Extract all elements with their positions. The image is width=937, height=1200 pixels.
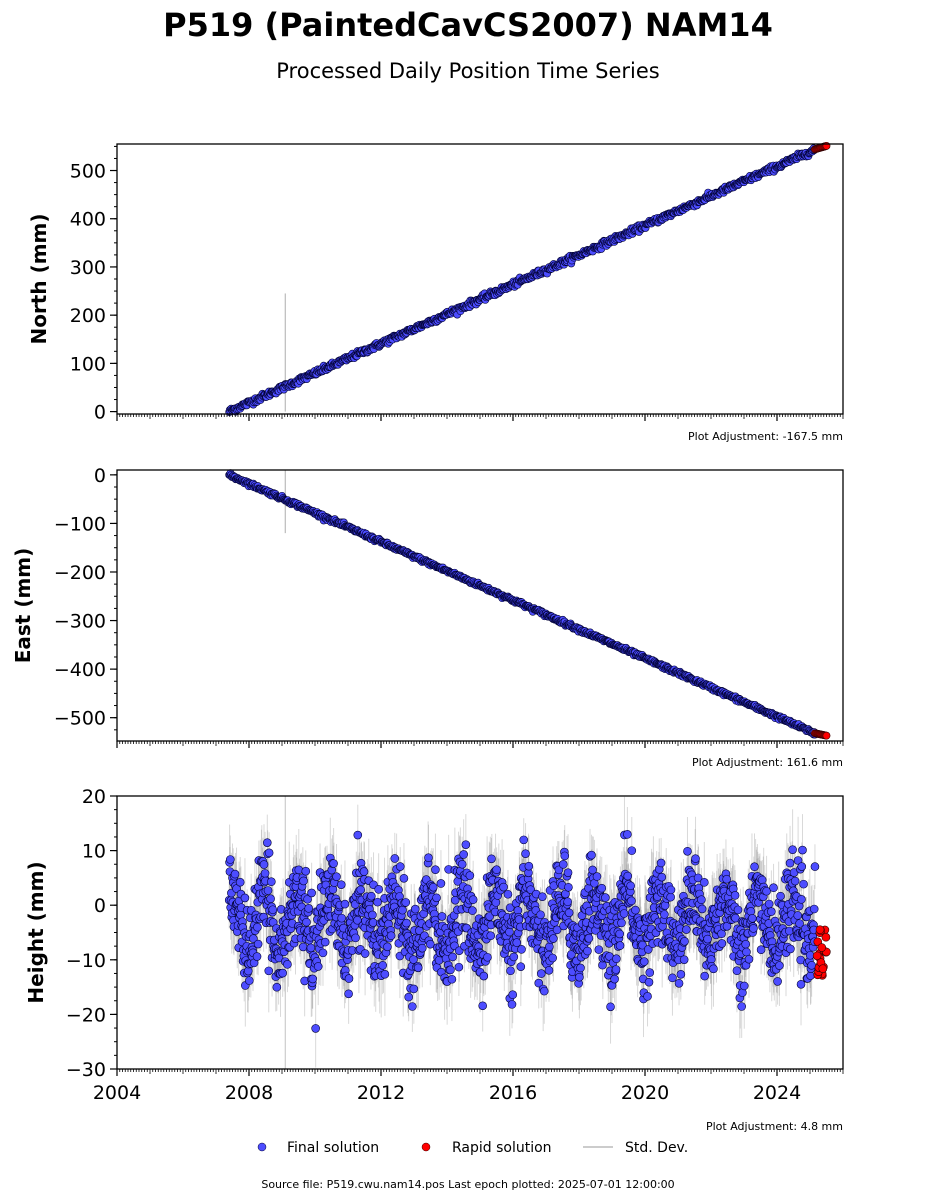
east-panel: 0 −100 −200 −300 −400 −500 East (mm) Plot Adjus… <box>11 465 844 769</box>
y-tick-label: −100 <box>54 513 106 535</box>
chart-subtitle: Processed Daily Position Time Series <box>276 59 660 83</box>
y-tick-label: 100 <box>70 353 106 375</box>
y-tick-label: −500 <box>54 708 106 730</box>
y-tick-label: −400 <box>54 659 106 681</box>
plot-adjustment-note: Plot Adjustment: -167.5 mm <box>688 430 843 443</box>
y-tick-label: 0 <box>94 402 106 424</box>
y-tick-label: −300 <box>54 611 106 633</box>
y-tick-label: 400 <box>70 209 106 231</box>
y-tick-label: 300 <box>70 257 106 279</box>
y-tick-label: 200 <box>70 305 106 327</box>
y-axis-label: North (mm) <box>27 213 51 344</box>
final-solution-points <box>225 144 819 416</box>
y-axis-label: East (mm) <box>11 548 35 664</box>
final-solution-points <box>225 469 819 739</box>
y-tick-label: 0 <box>94 465 106 487</box>
rapid-point <box>822 731 831 740</box>
plot-adjustment-note: Plot Adjustment: 161.6 mm <box>692 756 843 769</box>
y-tick-label: −200 <box>54 562 106 584</box>
y-tick-label: 500 <box>70 161 106 183</box>
chart-title: P519 (PaintedCavCS2007) NAM14 <box>163 6 773 44</box>
north-panel: 0 100 200 300 400 500 North (mm) Plot Adjustmen… <box>27 142 844 443</box>
